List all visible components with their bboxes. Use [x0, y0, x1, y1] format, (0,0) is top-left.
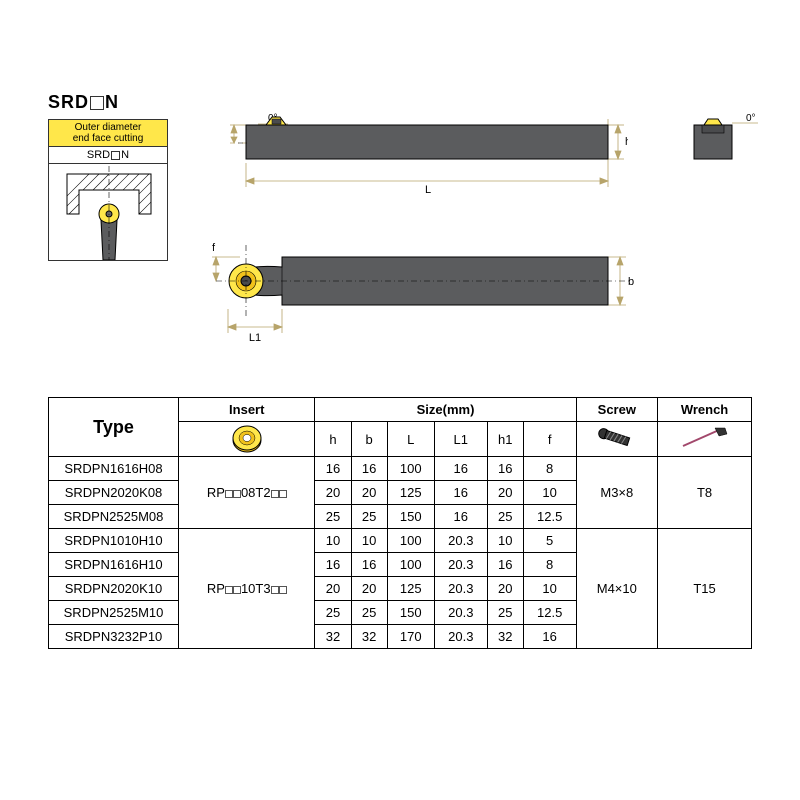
table-row: SRDPN1616H08 RP08T2 16 16 100 16 16 8 M3…: [49, 457, 752, 481]
spec-table: Type Insert Size(mm) Screw Wrench h b L …: [48, 397, 752, 649]
dim-L1: L1: [249, 332, 261, 344]
insert-code-1: RP10T3: [179, 529, 315, 649]
col-f: f: [523, 422, 576, 457]
product-code-title: SRDN: [48, 92, 752, 113]
dim-f: f: [212, 242, 216, 254]
diagram-area: Outer diameterend face cutting SRDN: [48, 119, 752, 369]
insert-image-cell: [179, 422, 315, 457]
top-view-diagram: b f L1: [210, 231, 630, 351]
hdr-screw: Screw: [576, 398, 658, 422]
col-L: L: [387, 422, 434, 457]
round-insert-icon: [229, 424, 265, 454]
hdr-type: Type: [49, 398, 179, 457]
col-h1: h1: [487, 422, 523, 457]
wrench-image-cell: [658, 422, 752, 457]
hdr-wrench: Wrench: [658, 398, 752, 422]
dim-L: L: [425, 184, 431, 195]
table-row: SRDPN1010H10 RP10T3 101010020.3105 M4×10…: [49, 529, 752, 553]
end-angle: 0°: [746, 113, 756, 124]
col-h: h: [315, 422, 351, 457]
col-b: b: [351, 422, 387, 457]
dim-b: b: [628, 276, 634, 288]
end-view-diagram: 0°: [690, 113, 750, 163]
wrench-icon: [679, 426, 731, 450]
legend-code: SRDN: [49, 147, 167, 164]
insert-code-0: RP08T2: [179, 457, 315, 529]
hdr-size: Size(mm): [315, 398, 576, 422]
legend-box: Outer diameterend face cutting SRDN: [48, 119, 168, 261]
dim-h: h: [625, 136, 628, 148]
legend-diagram: [49, 164, 167, 260]
col-L1: L1: [434, 422, 487, 457]
hdr-insert: Insert: [179, 398, 315, 422]
screw-icon: [595, 426, 639, 450]
side-view-diagram: L h h1: [228, 113, 628, 187]
screw-image-cell: [576, 422, 658, 457]
legend-banner: Outer diameterend face cutting: [49, 120, 167, 147]
